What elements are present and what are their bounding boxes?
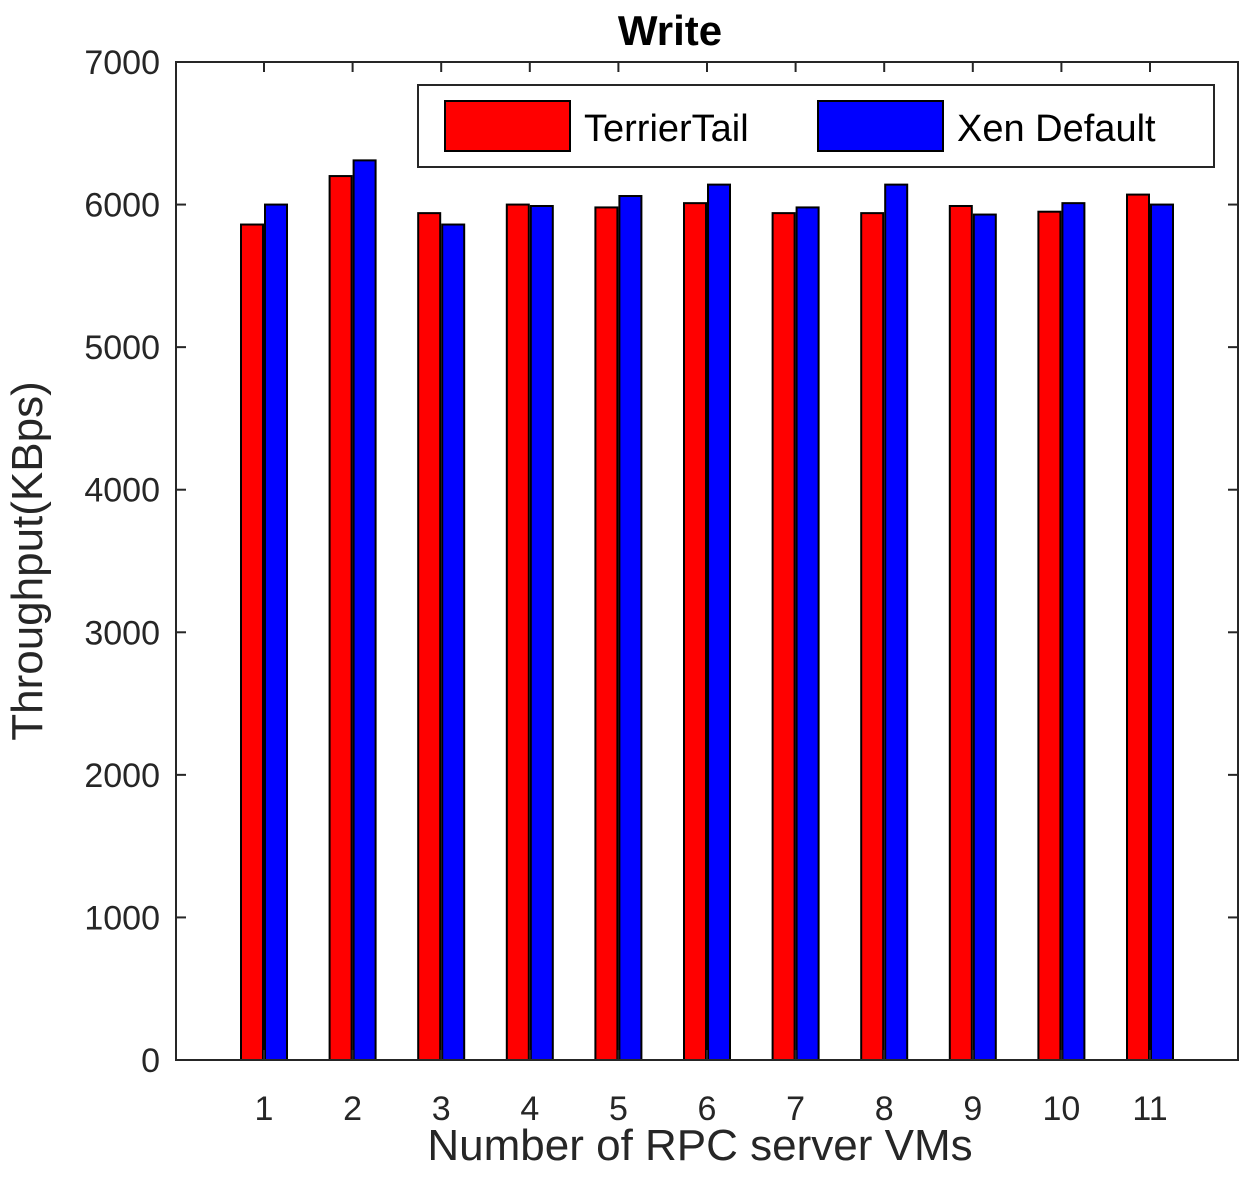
legend-label-xen-default: Xen Default [957,108,1156,150]
bar-xen-default-6 [707,183,731,1061]
bar-terriertail-4 [505,203,530,1062]
bar-xen-default-8 [884,183,909,1061]
bar-xen-default-5 [618,195,643,1061]
y-tick-label-4000: 4000 [84,472,160,510]
x-tick-label-9: 9 [963,1090,982,1128]
x-tick-label-10: 10 [1042,1090,1080,1128]
bar-terriertail-3 [417,212,442,1061]
legend-swatch-terriertail [444,100,571,152]
y-tick-label-2000: 2000 [84,757,160,795]
x-tick-label-5: 5 [609,1090,628,1128]
x-tick-label-1: 1 [255,1090,274,1128]
bar-xen-default-3 [441,223,466,1061]
x-tick-label-8: 8 [875,1090,894,1128]
bar-terriertail-10 [1037,210,1062,1061]
x-tick-label-7: 7 [786,1090,805,1128]
y-tick-label-6000: 6000 [84,187,160,225]
y-tick-label-5000: 5000 [84,329,160,367]
ticks-group: 1 2 3 4 5 6 7 8 9 10 11 0 1000 2000 3000 4000 5000 6000 70… [84,44,1238,1128]
bar-terriertail-7 [771,212,796,1061]
chart-title: Write [618,7,722,54]
x-axis-label: Number of RPC server VMs [427,1121,972,1170]
legend: TerrierTail Xen Default [417,84,1215,168]
bar-terriertail-9 [948,204,973,1062]
bar-terriertail-8 [860,212,885,1061]
x-tick-label-6: 6 [698,1090,717,1128]
bar-terriertail-6 [683,202,707,1062]
x-tick-label-4: 4 [520,1090,539,1128]
bar-xen-default-9 [972,213,997,1061]
bar-xen-default-1 [264,203,288,1062]
bar-xen-default-10 [1061,202,1086,1062]
bars-group [240,159,1174,1062]
x-tick-label-2: 2 [343,1090,362,1128]
bar-terriertail-11 [1126,193,1150,1061]
bar-terriertail-5 [594,206,619,1061]
y-tick-label-3000: 3000 [84,614,160,652]
legend-swatch-xen-default [817,100,944,152]
bar-xen-default-11 [1150,203,1174,1062]
bar-xen-default-2 [352,159,377,1062]
x-tick-label-3: 3 [432,1090,451,1128]
y-tick-label-0: 0 [141,1042,160,1080]
y-tick-label-7000: 7000 [84,44,160,82]
bar-terriertail-2 [328,175,353,1062]
bar-xen-default-4 [529,204,554,1062]
y-axis-label: Throughput(KBps) [3,381,52,741]
bar-terriertail-1 [240,223,264,1061]
bar-xen-default-7 [795,206,820,1061]
plot-frame [175,61,1239,1061]
x-tick-label-11: 11 [1132,1090,1167,1128]
legend-label-terriertail: TerrierTail [584,108,749,150]
y-tick-label-1000: 1000 [84,899,160,937]
